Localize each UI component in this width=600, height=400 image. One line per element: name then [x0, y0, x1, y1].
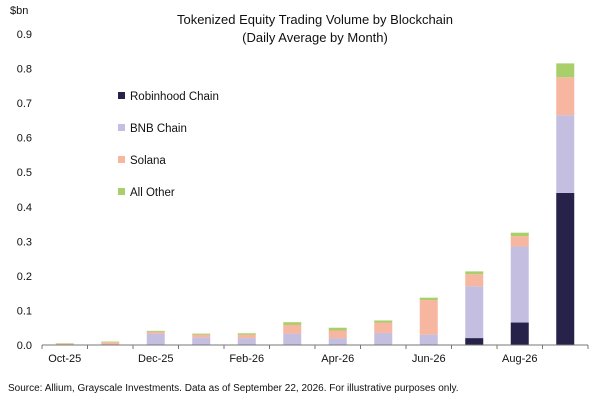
x-tick-label-2: Dec-25 [138, 353, 173, 365]
y-tick-label-6: 0.6 [17, 133, 32, 145]
bar-Sep-26-robinhood-chain [556, 192, 575, 345]
bar-Dec-25-solana [146, 331, 165, 334]
bar-Feb-26-all-other [237, 333, 256, 335]
x-tick-label-0: Oct-25 [48, 353, 81, 365]
bar-Jan-26-all-other [192, 333, 211, 335]
x-tick-label-6: Apr-26 [321, 353, 354, 365]
bar-Aug-26-robinhood-chain [510, 322, 529, 345]
bar-Jul-26-all-other [465, 271, 484, 275]
x-tick-label-4: Feb-26 [229, 353, 264, 365]
bar-Aug-26-solana [510, 236, 529, 247]
legend-swatch-0 [118, 92, 125, 99]
legend-label-0: Robinhood Chain [130, 91, 219, 103]
bar-Nov-25-solana [101, 342, 120, 345]
bar-Jul-26-solana [465, 274, 484, 287]
legend-swatch-3 [118, 188, 125, 195]
y-tick-label-4: 0.4 [17, 202, 32, 214]
x-tick-label-8: Jun-26 [412, 353, 446, 365]
y-tick-label-7: 0.7 [17, 98, 32, 110]
bars [55, 63, 575, 345]
x-axis-ticks: Oct-25 Dec-25 Feb-26 Apr-26 Jun-26 Aug-26 [41, 345, 589, 365]
y-axis-label: $bn [10, 5, 28, 17]
bar-Feb-26-bnb-chain [237, 338, 256, 345]
bar-May-26-solana [374, 322, 393, 333]
source-note: Source: Allium, Grayscale Investments. D… [8, 383, 459, 394]
bar-Aug-26-all-other [510, 232, 529, 237]
bar-Feb-26-solana [237, 334, 256, 339]
legend-swatch-1 [118, 124, 125, 131]
bar-Oct-25-solana [55, 343, 74, 345]
y-tick-label-3: 0.3 [17, 236, 32, 248]
bar-Jun-26-solana [419, 300, 438, 335]
bar-Apr-26-all-other [328, 327, 347, 331]
bar-Apr-26-bnb-chain [328, 338, 347, 345]
y-tick-label-8: 0.8 [17, 64, 32, 76]
legend-label-1: BNB Chain [130, 123, 187, 135]
bar-Nov-25-all-other [101, 341, 120, 343]
y-tick-label-5: 0.5 [17, 167, 32, 179]
bar-Jul-26-robinhood-chain [465, 338, 484, 345]
bar-May-26-all-other [374, 320, 393, 323]
bar-Jul-26-bnb-chain [465, 286, 484, 339]
legend-swatch-2 [118, 156, 125, 163]
bar-Jan-26-solana [192, 334, 211, 338]
legend: Robinhood Chain BNB Chain Solana All Other [118, 91, 219, 199]
bar-Sep-26-all-other [556, 63, 575, 78]
bar-Aug-26-bnb-chain [510, 246, 529, 323]
chart-subtitle: (Daily Average by Month) [242, 30, 388, 45]
bar-Sep-26-bnb-chain [556, 115, 575, 193]
y-tick-label-0: 0.0 [17, 340, 32, 352]
bar-Oct-25-all-other [55, 343, 74, 344]
bar-Mar-26-solana [283, 324, 302, 334]
bar-Dec-25-bnb-chain [146, 333, 165, 345]
chart-title: Tokenized Equity Trading Volume by Block… [177, 12, 453, 27]
x-tick-label-10: Aug-26 [502, 353, 537, 365]
bar-Sep-26-solana [556, 77, 575, 116]
y-tick-label-2: 0.2 [17, 271, 32, 283]
bar-Jan-26-bnb-chain [192, 337, 211, 345]
y-tick-label-1: 0.1 [17, 305, 32, 317]
bar-May-26-bnb-chain [374, 332, 393, 345]
legend-label-3: All Other [130, 187, 175, 199]
bar-Jun-26-all-other [419, 297, 438, 301]
legend-label-2: Solana [130, 155, 166, 167]
bar-Apr-26-solana [328, 330, 347, 339]
bar-Mar-26-bnb-chain [283, 333, 302, 345]
y-tick-label-9: 0.9 [17, 29, 32, 41]
bar-Mar-26-all-other [283, 322, 302, 325]
y-axis-ticks: 0.0 0.1 0.2 0.3 0.4 0.5 0.6 0.7 0.8 0.9 [17, 29, 32, 352]
bar-Dec-25-all-other [146, 330, 165, 332]
bar-Jun-26-bnb-chain [419, 334, 438, 345]
